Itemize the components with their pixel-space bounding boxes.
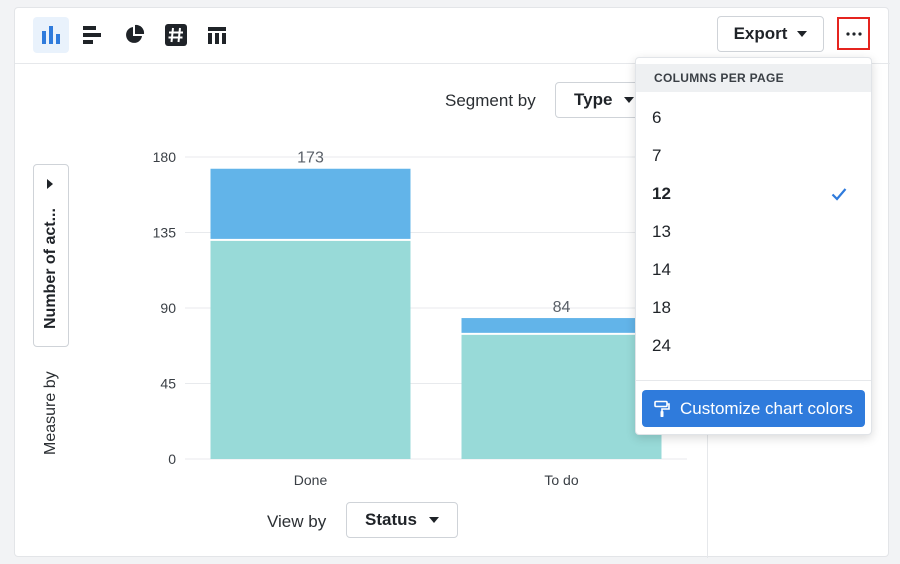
measure-by-select[interactable]: Number of act... (33, 164, 69, 347)
bar-segment (461, 334, 662, 459)
number-chart-button[interactable] (158, 17, 194, 53)
export-label: Export (733, 24, 788, 43)
more-options-button[interactable] (837, 17, 870, 50)
pie-icon (126, 24, 145, 43)
vertical-bars-icon (42, 26, 60, 44)
view-by-label: View by (267, 512, 327, 531)
bar-segment (461, 318, 662, 333)
chevron-down-icon (624, 97, 635, 103)
view-by-select[interactable]: Status (346, 502, 458, 538)
checkmark-icon (831, 188, 847, 201)
bar-total-label: 173 (297, 150, 324, 167)
paint-roller-icon (654, 400, 670, 417)
customize-label: Customize chart colors (680, 398, 853, 418)
columns-per-page-menu: COLUMNS PER PAGE 6 7 12 13 14 18 24 Customize … (635, 57, 872, 435)
menu-option-label: 6 (652, 108, 662, 127)
x-category-label: Done (294, 472, 328, 488)
hash-icon (165, 24, 187, 46)
horizontal-bar-chart-button[interactable] (74, 17, 110, 53)
horizontal-bars-icon (83, 26, 101, 44)
ellipsis-icon (845, 31, 862, 36)
menu-option-label: 12 (652, 184, 671, 203)
table-chart-button[interactable] (199, 17, 235, 53)
menu-option-12[interactable]: 12 (636, 175, 871, 213)
menu-option-14[interactable]: 14 (636, 251, 871, 289)
y-tick-label: 45 (160, 376, 176, 392)
bar-segment (210, 240, 411, 459)
y-tick-label: 135 (153, 225, 177, 241)
table-icon (208, 27, 226, 44)
menu-divider (636, 380, 871, 381)
y-tick-label: 0 (168, 451, 176, 467)
menu-option-13[interactable]: 13 (636, 213, 871, 251)
x-category-label: To do (544, 472, 578, 488)
segment-by-label: Segment by (445, 91, 536, 110)
menu-option-label: 24 (652, 336, 671, 355)
y-tick-label: 180 (153, 149, 177, 165)
chevron-right-icon (47, 179, 53, 189)
segment-by-value: Type (574, 90, 613, 109)
menu-option-label: 18 (652, 298, 671, 317)
chart-toolbar: Export (15, 8, 890, 64)
menu-option-label: 7 (652, 146, 662, 165)
customize-chart-colors-button[interactable]: Customize chart colors (642, 390, 865, 427)
menu-option-label: 13 (652, 222, 671, 241)
stacked-bar-chart: 0 45 90 135 180 173 Done 84 To do (153, 149, 687, 488)
bar-total-label: 84 (553, 299, 571, 316)
y-tick-label: 90 (160, 300, 176, 316)
pie-chart-button[interactable] (116, 17, 152, 53)
chevron-down-icon (797, 31, 808, 37)
menu-option-6[interactable]: 6 (636, 99, 871, 137)
view-by-value: Status (365, 510, 417, 529)
chevron-down-icon (428, 517, 439, 523)
menu-option-label: 14 (652, 260, 671, 279)
export-button[interactable]: Export (717, 16, 824, 52)
menu-option-24[interactable]: 24 (636, 327, 871, 365)
menu-option-18[interactable]: 18 (636, 289, 871, 327)
menu-header: COLUMNS PER PAGE (636, 64, 871, 92)
menu-option-7[interactable]: 7 (636, 137, 871, 175)
bar-segment (210, 168, 411, 239)
vertical-bar-chart-button[interactable] (33, 17, 69, 53)
